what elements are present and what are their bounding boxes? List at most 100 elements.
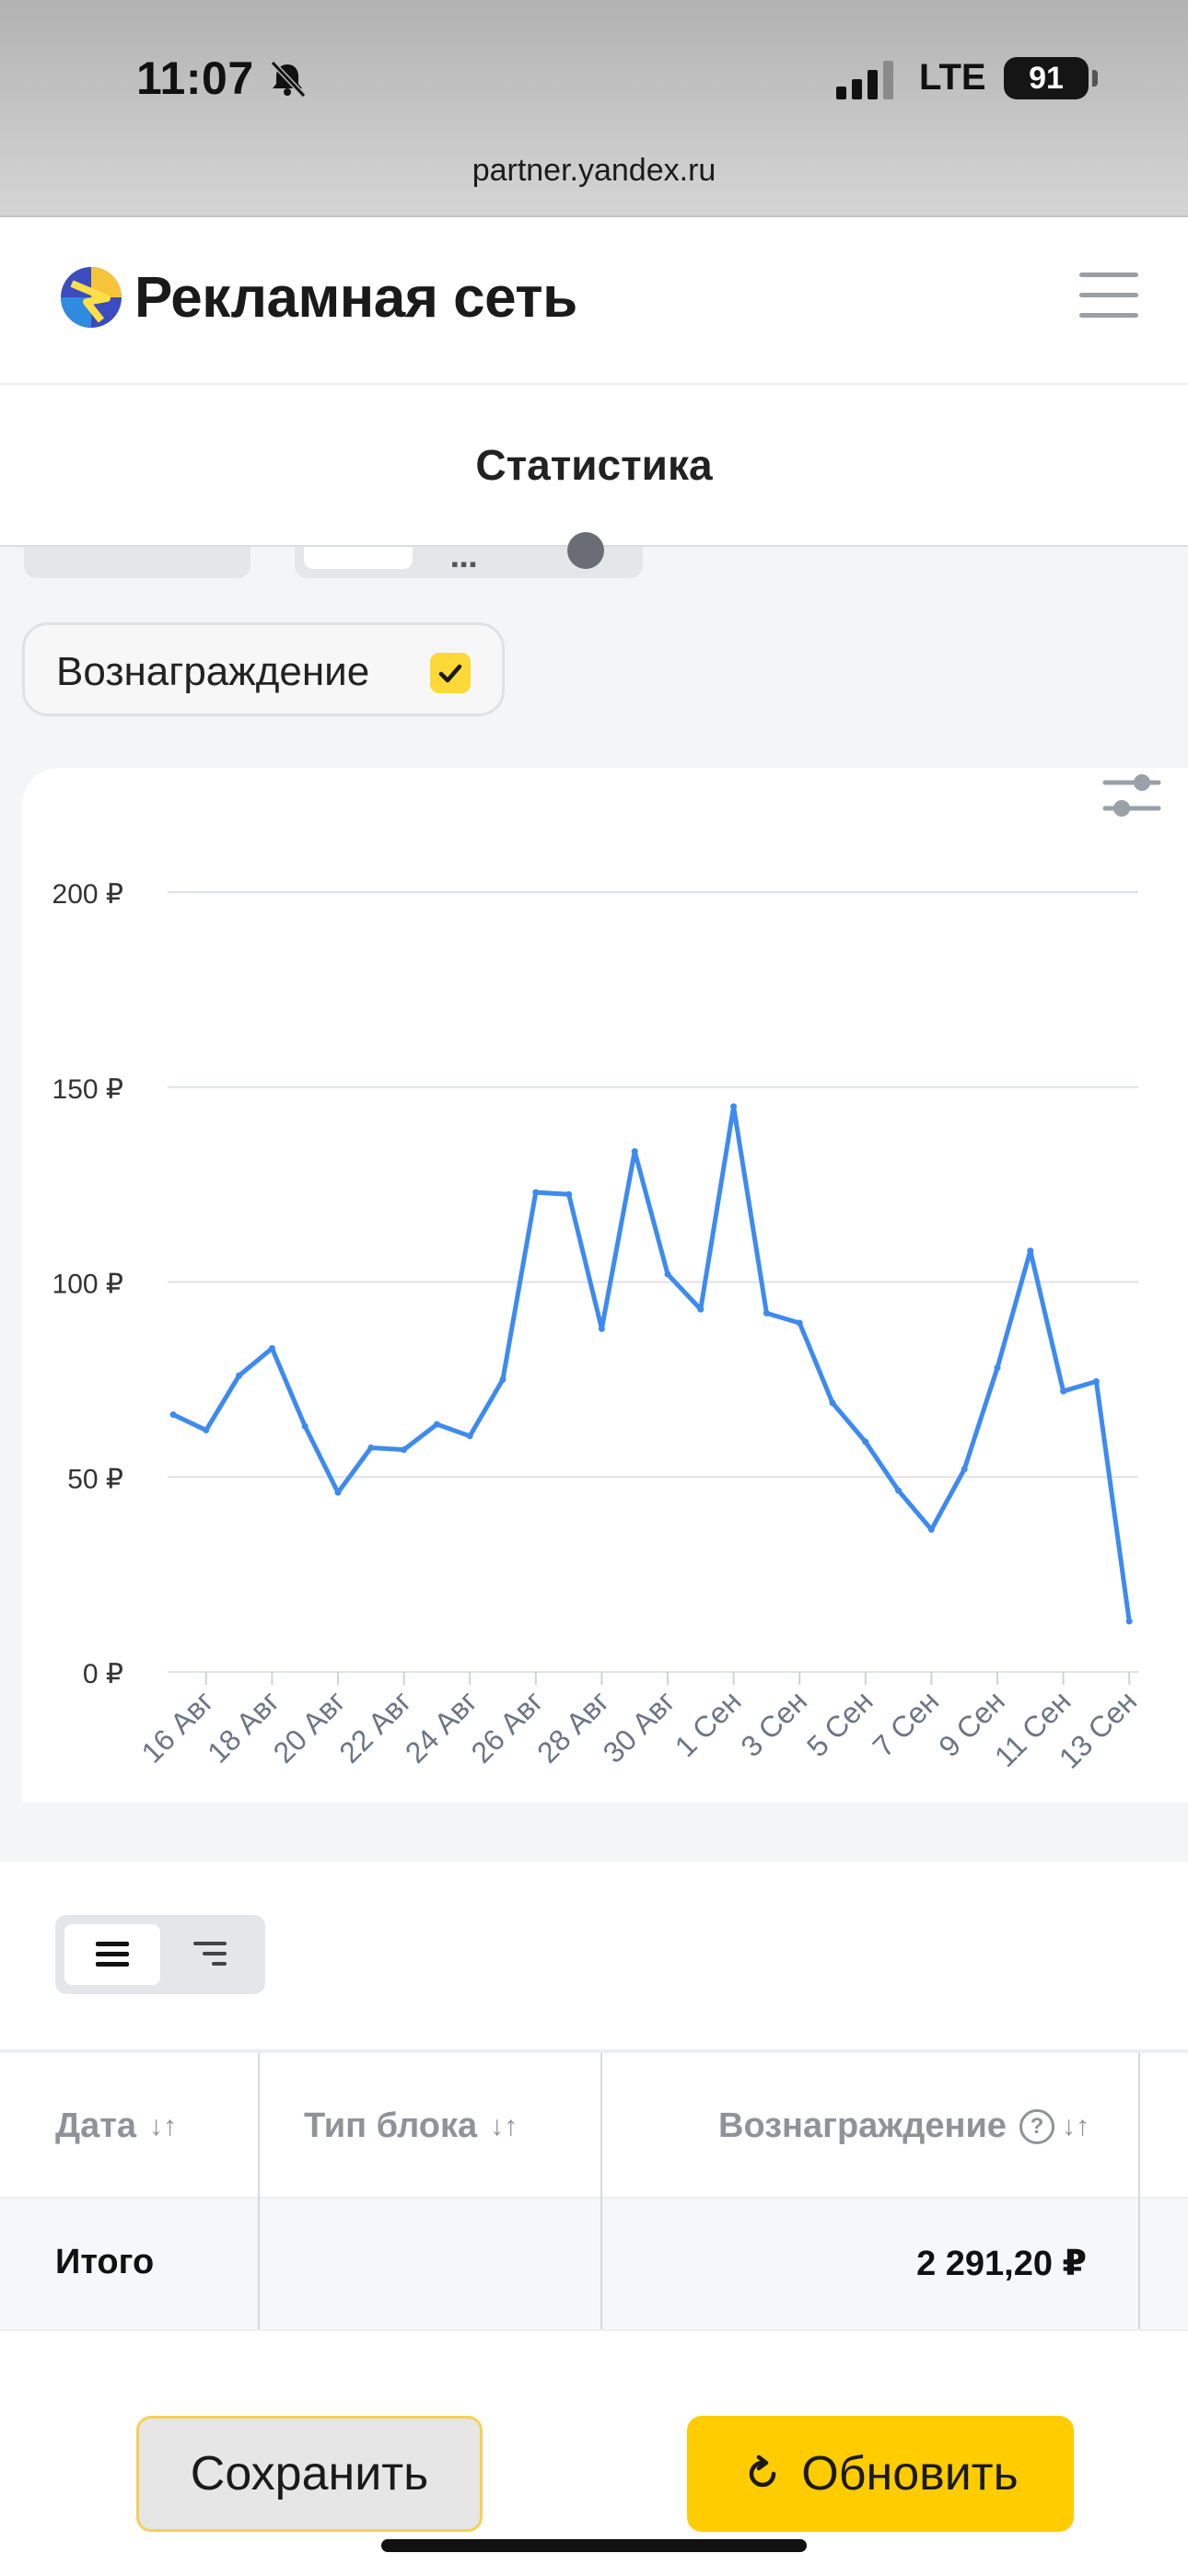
column-header-date[interactable]: Дата ↓↑ [55,2106,177,2146]
column-header-label: Тип блока [304,2106,478,2145]
data-point[interactable] [895,1487,903,1494]
data-point[interactable] [499,1375,507,1383]
menu-line-icon [1079,273,1138,277]
y-tick-label: 100 ₽ [52,1270,123,1300]
column-header-label: Вознаграждение [718,2106,1007,2145]
x-tick-label: 18 Авг [201,1684,285,1769]
flat-list-view-option[interactable] [64,1924,160,1985]
series-line [170,1104,1132,1624]
data-point[interactable] [401,1446,408,1454]
data-point[interactable] [730,1103,738,1110]
view-toggle[interactable] [55,1915,265,1994]
y-tick-label: 200 ₽ [52,879,123,910]
sort-icon[interactable]: ↓↑ [490,2110,518,2141]
data-point[interactable] [203,1426,210,1433]
page-title-bar: Статистика [0,385,1188,547]
column-header-block-type[interactable]: Тип блока ↓↑ [304,2106,518,2146]
menu-line-icon [1079,313,1138,318]
help-icon[interactable]: ? [1019,2108,1054,2144]
x-tick-label: 7 Сен [867,1684,946,1763]
total-label: Итого [55,2243,155,2281]
brand-title[interactable]: Рекламная сеть [134,266,577,330]
data-point[interactable] [169,1410,177,1418]
bell-muted-icon [270,60,307,99]
bottom-action-bar: Сохранить Обновить [0,2329,1188,2576]
x-tick-label: 20 Авг [267,1684,352,1769]
tree-icon [193,1942,227,1966]
data-point[interactable] [1125,1618,1133,1625]
data-point[interactable] [961,1466,968,1473]
data-point[interactable] [1027,1247,1034,1255]
save-button[interactable]: Сохранить [136,2416,483,2532]
data-point[interactable] [1060,1387,1067,1395]
app-header: Рекламная сеть [0,217,1188,385]
data-point[interactable] [367,1444,375,1451]
data-point[interactable] [334,1489,342,1496]
checkbox-checked-icon[interactable] [430,653,471,693]
data-point[interactable] [532,1189,540,1196]
home-indicator [381,2539,807,2552]
view-toggle-area [0,1862,1188,2049]
info-icon[interactable] [567,532,604,569]
data-point[interactable] [697,1305,705,1313]
update-button-label: Обновить [801,2447,1019,2501]
data-point[interactable] [433,1421,440,1428]
data-point[interactable] [763,1309,770,1317]
x-tick-label: 28 Авг [530,1684,615,1769]
y-tick-label: 0 ₽ [83,1659,123,1689]
data-point[interactable] [598,1325,605,1332]
y-tick-label: 150 ₽ [52,1074,123,1105]
refresh-icon [750,2454,776,2488]
y-tick-label: 50 ₽ [67,1464,123,1494]
sort-icon[interactable]: ↓↑ [1061,2110,1089,2141]
x-tick-label: 3 Сен [734,1684,813,1763]
yandex-ad-network-logo-icon[interactable] [59,265,123,330]
chart-type-option[interactable] [304,547,413,569]
status-time: 11:07 [136,52,254,104]
network-type: LTE [919,57,986,98]
update-button[interactable]: Обновить [687,2416,1074,2532]
x-tick-label: 22 Авг [332,1684,417,1769]
x-tick-label: 1 Сен [669,1684,748,1763]
x-tick-label: 24 Авг [399,1684,483,1769]
y-axis-labels: 0 ₽ 50 ₽ 100 ₽ 150 ₽ 200 ₽ [52,879,123,1689]
table-header-row: Дата ↓↑ Тип блока ↓↑ Вознаграждение ? ↓↑ [0,2053,1188,2197]
chart-settings-sliders-icon[interactable] [1101,770,1162,823]
column-divider [1138,2053,1140,2329]
column-header-reward[interactable]: Вознаграждение ? ↓↑ [718,2106,1089,2146]
data-point[interactable] [796,1319,803,1327]
save-button-label: Сохранить [190,2447,429,2501]
more-dots-icon[interactable]: ▪▪▪ [451,552,479,575]
hamburger-menu-button[interactable] [1079,271,1138,322]
column-header-label: Дата [55,2106,136,2145]
data-point[interactable] [862,1438,869,1445]
data-point[interactable] [466,1433,473,1440]
data-point[interactable] [664,1271,671,1278]
page-title: Статистика [475,441,713,489]
data-point[interactable] [927,1526,935,1533]
list-icon [96,1942,129,1967]
browser-top-bar: 11:07 LTE 91 partner.yandex.ru [0,0,1188,217]
x-tick-label: 5 Сен [800,1684,879,1763]
period-select-partial[interactable] [24,547,250,578]
data-point[interactable] [565,1190,573,1198]
data-point[interactable] [994,1364,1001,1372]
data-point[interactable] [1092,1377,1100,1385]
metric-chip-reward[interactable]: Вознаграждение [22,622,505,716]
x-tick-label: 16 Авг [134,1684,219,1769]
statistics-table: Дата ↓↑ Тип блока ↓↑ Вознаграждение ? ↓↑… [0,2049,1188,2333]
battery-cap [1092,70,1098,87]
menu-line-icon [1079,293,1138,297]
sort-icon[interactable]: ↓↑ [148,2110,177,2141]
address-bar[interactable]: partner.yandex.ru [472,153,716,188]
data-point[interactable] [631,1148,638,1155]
tree-view-option[interactable] [162,1924,258,1985]
data-point[interactable] [268,1344,275,1352]
total-reward-value: 2 291,20 ₽ [916,2245,1087,2283]
chart-type-switch-partial[interactable]: ▪▪▪ [295,532,643,578]
data-point[interactable] [301,1422,309,1430]
data-point[interactable] [236,1372,243,1379]
battery-indicator: 91 [1004,57,1089,99]
data-point[interactable] [829,1399,836,1407]
